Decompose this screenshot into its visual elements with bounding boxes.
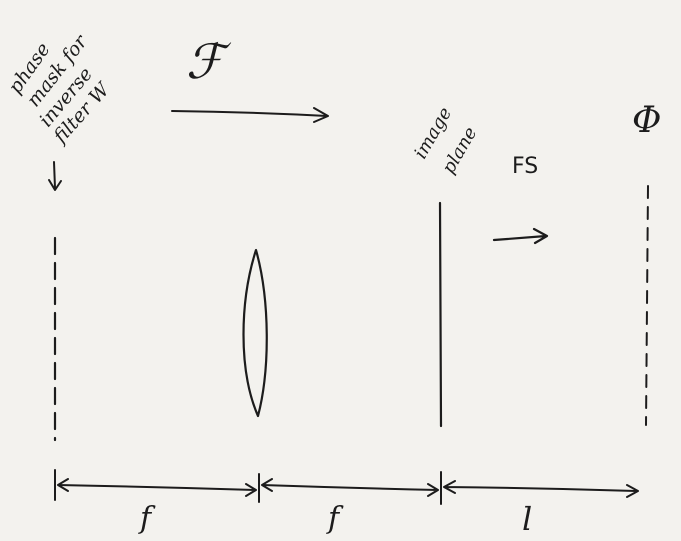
dimension-arrow-second [261, 478, 439, 497]
mask-pointer-arrow [48, 161, 62, 191]
fourier-transform-symbol: ℱ [186, 34, 232, 90]
image-plane-line [438, 201, 443, 428]
dimension-arrow-first [57, 478, 257, 497]
lens [242, 248, 268, 418]
free-space-label: FS [512, 154, 538, 179]
free-space-arrow [492, 227, 549, 245]
transform-arrow [171, 107, 329, 123]
dimension-label-second: f [326, 501, 344, 536]
phi-symbol: Φ [632, 100, 662, 141]
dimension-arrow-third [443, 480, 639, 498]
dimension-label-first: f [138, 501, 156, 536]
dimension-label-third: l [522, 500, 532, 538]
output-plane-line [645, 185, 649, 426]
